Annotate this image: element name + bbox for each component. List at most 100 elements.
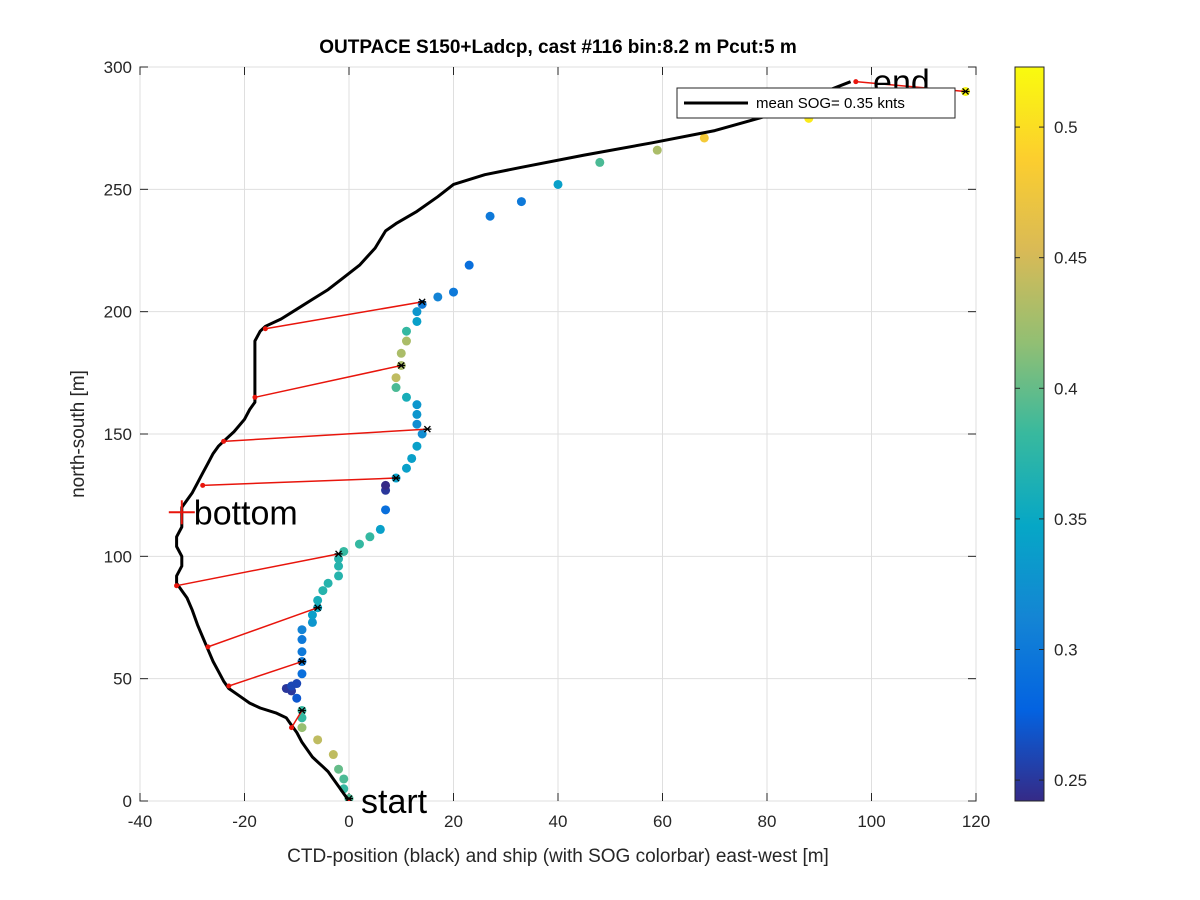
y-tick-label: 200 — [104, 303, 132, 322]
ship-point — [412, 409, 422, 419]
colorbar-tick-label: 0.3 — [1054, 640, 1078, 659]
x-tick-label: -40 — [128, 812, 153, 831]
ship-sample-marker — [418, 298, 427, 306]
ctd-ship-connector — [254, 364, 402, 399]
ship-point — [485, 211, 495, 221]
ship-point — [334, 561, 344, 571]
x-tick-label: 100 — [857, 812, 885, 831]
ship-point — [401, 392, 411, 402]
ctd-sample-marker — [226, 683, 232, 689]
ctd-sample-marker — [221, 438, 227, 444]
ship-point — [412, 441, 422, 451]
ship-point — [516, 197, 526, 207]
ctd-sample-marker — [853, 79, 859, 85]
ship-point — [292, 693, 302, 703]
ship-point — [595, 157, 605, 167]
x-tick-label: 0 — [344, 812, 353, 831]
ship-point — [323, 578, 333, 588]
ship-point — [365, 532, 375, 542]
ship-sample-marker — [397, 362, 406, 369]
y-tick-label: 100 — [104, 547, 132, 566]
ship-point — [297, 635, 307, 645]
y-tick-label: 150 — [104, 425, 132, 444]
ship-sample-marker — [313, 604, 322, 612]
ship-point — [401, 463, 411, 473]
ship-point — [401, 326, 411, 336]
y-tick-label: 0 — [123, 792, 132, 811]
ship-point — [412, 419, 422, 429]
ship-point — [375, 524, 385, 534]
colorbar: 0.25 0.3 0.35 0.4 0.45 0.5 — [1014, 66, 1087, 802]
ship-sample-marker — [423, 425, 432, 433]
ship-point — [334, 764, 344, 774]
x-tick-label: 120 — [962, 812, 990, 831]
ship-point — [553, 179, 563, 189]
ship-point — [297, 723, 307, 733]
ship-point — [412, 307, 422, 317]
ctd-sample-marker — [200, 482, 206, 488]
ship-point — [433, 292, 443, 302]
x-tick-label: 60 — [653, 812, 672, 831]
colorbar-tick-label: 0.45 — [1054, 249, 1087, 268]
x-tick-label: -20 — [232, 812, 257, 831]
colorbar-tick-label: 0.5 — [1054, 118, 1078, 137]
colorbar-tick-label: 0.25 — [1054, 771, 1087, 790]
ctd-ship-connector — [265, 301, 423, 330]
colorbar-tick-label: 0.4 — [1054, 379, 1078, 398]
x-tick-label: 80 — [758, 812, 777, 831]
colorbar-tick-label: 0.35 — [1054, 510, 1087, 529]
ship-point — [307, 617, 317, 627]
ship-point — [396, 348, 406, 358]
ctd-sample-marker — [174, 583, 180, 589]
ship-point — [464, 260, 474, 270]
colorbar-ticks: 0.25 0.3 0.35 0.4 0.45 0.5 — [1015, 118, 1087, 790]
x-axis-label: CTD-position (black) and ship (with SOG … — [287, 846, 829, 867]
annotation-bottom: bottom — [194, 494, 298, 532]
ship-point — [401, 336, 411, 346]
ctd-sample-marker — [252, 394, 258, 400]
ctd-sample-marker — [289, 725, 295, 731]
ctd-sample-marker — [262, 326, 268, 332]
y-tick-label: 250 — [104, 180, 132, 199]
ship-points — [281, 86, 971, 801]
annotation-start: start — [361, 783, 428, 821]
ship-point — [412, 316, 422, 326]
ship-point — [381, 480, 391, 490]
legend: mean SOG= 0.35 knts — [676, 87, 956, 119]
ctd-pairs — [174, 79, 970, 801]
ship-point — [292, 679, 302, 689]
ship-sample-marker — [961, 88, 970, 95]
y-axis: 0 50 100 150 200 250 300 — [104, 58, 976, 811]
x-axis: -40 -20 0 20 40 60 80 100 120 — [128, 67, 990, 831]
ctd-ship-connector — [207, 607, 318, 648]
ship-sample-marker — [297, 707, 306, 714]
y-tick-label: 300 — [104, 58, 132, 77]
x-tick-label: 40 — [549, 812, 568, 831]
ship-point — [313, 735, 323, 745]
ctd-ship-connector — [228, 660, 303, 687]
ship-point — [699, 133, 709, 143]
ship-sample-marker — [345, 795, 353, 801]
ship-point — [297, 625, 307, 635]
ship-sample-marker — [334, 550, 343, 558]
ctd-ship-connector — [290, 710, 303, 728]
ship-point — [297, 647, 307, 657]
ship-point — [334, 554, 344, 564]
ship-point — [391, 383, 401, 393]
ship-point — [652, 145, 662, 155]
ctd-ship-connector — [176, 553, 339, 587]
ship-point — [318, 586, 328, 596]
ship-point — [297, 669, 307, 679]
ctd-ship-connector — [202, 477, 397, 487]
ctd-ship-connector — [223, 428, 428, 443]
y-axis-label: north-south [m] — [68, 370, 89, 498]
y-tick-label: 50 — [113, 670, 132, 689]
ship-point — [391, 373, 401, 383]
ship-point — [334, 571, 344, 581]
ship-sample-marker — [392, 474, 401, 482]
plot-contents — [174, 79, 971, 801]
ship-point — [307, 610, 317, 620]
ctd-track — [175, 80, 852, 801]
ship-point — [339, 774, 349, 784]
